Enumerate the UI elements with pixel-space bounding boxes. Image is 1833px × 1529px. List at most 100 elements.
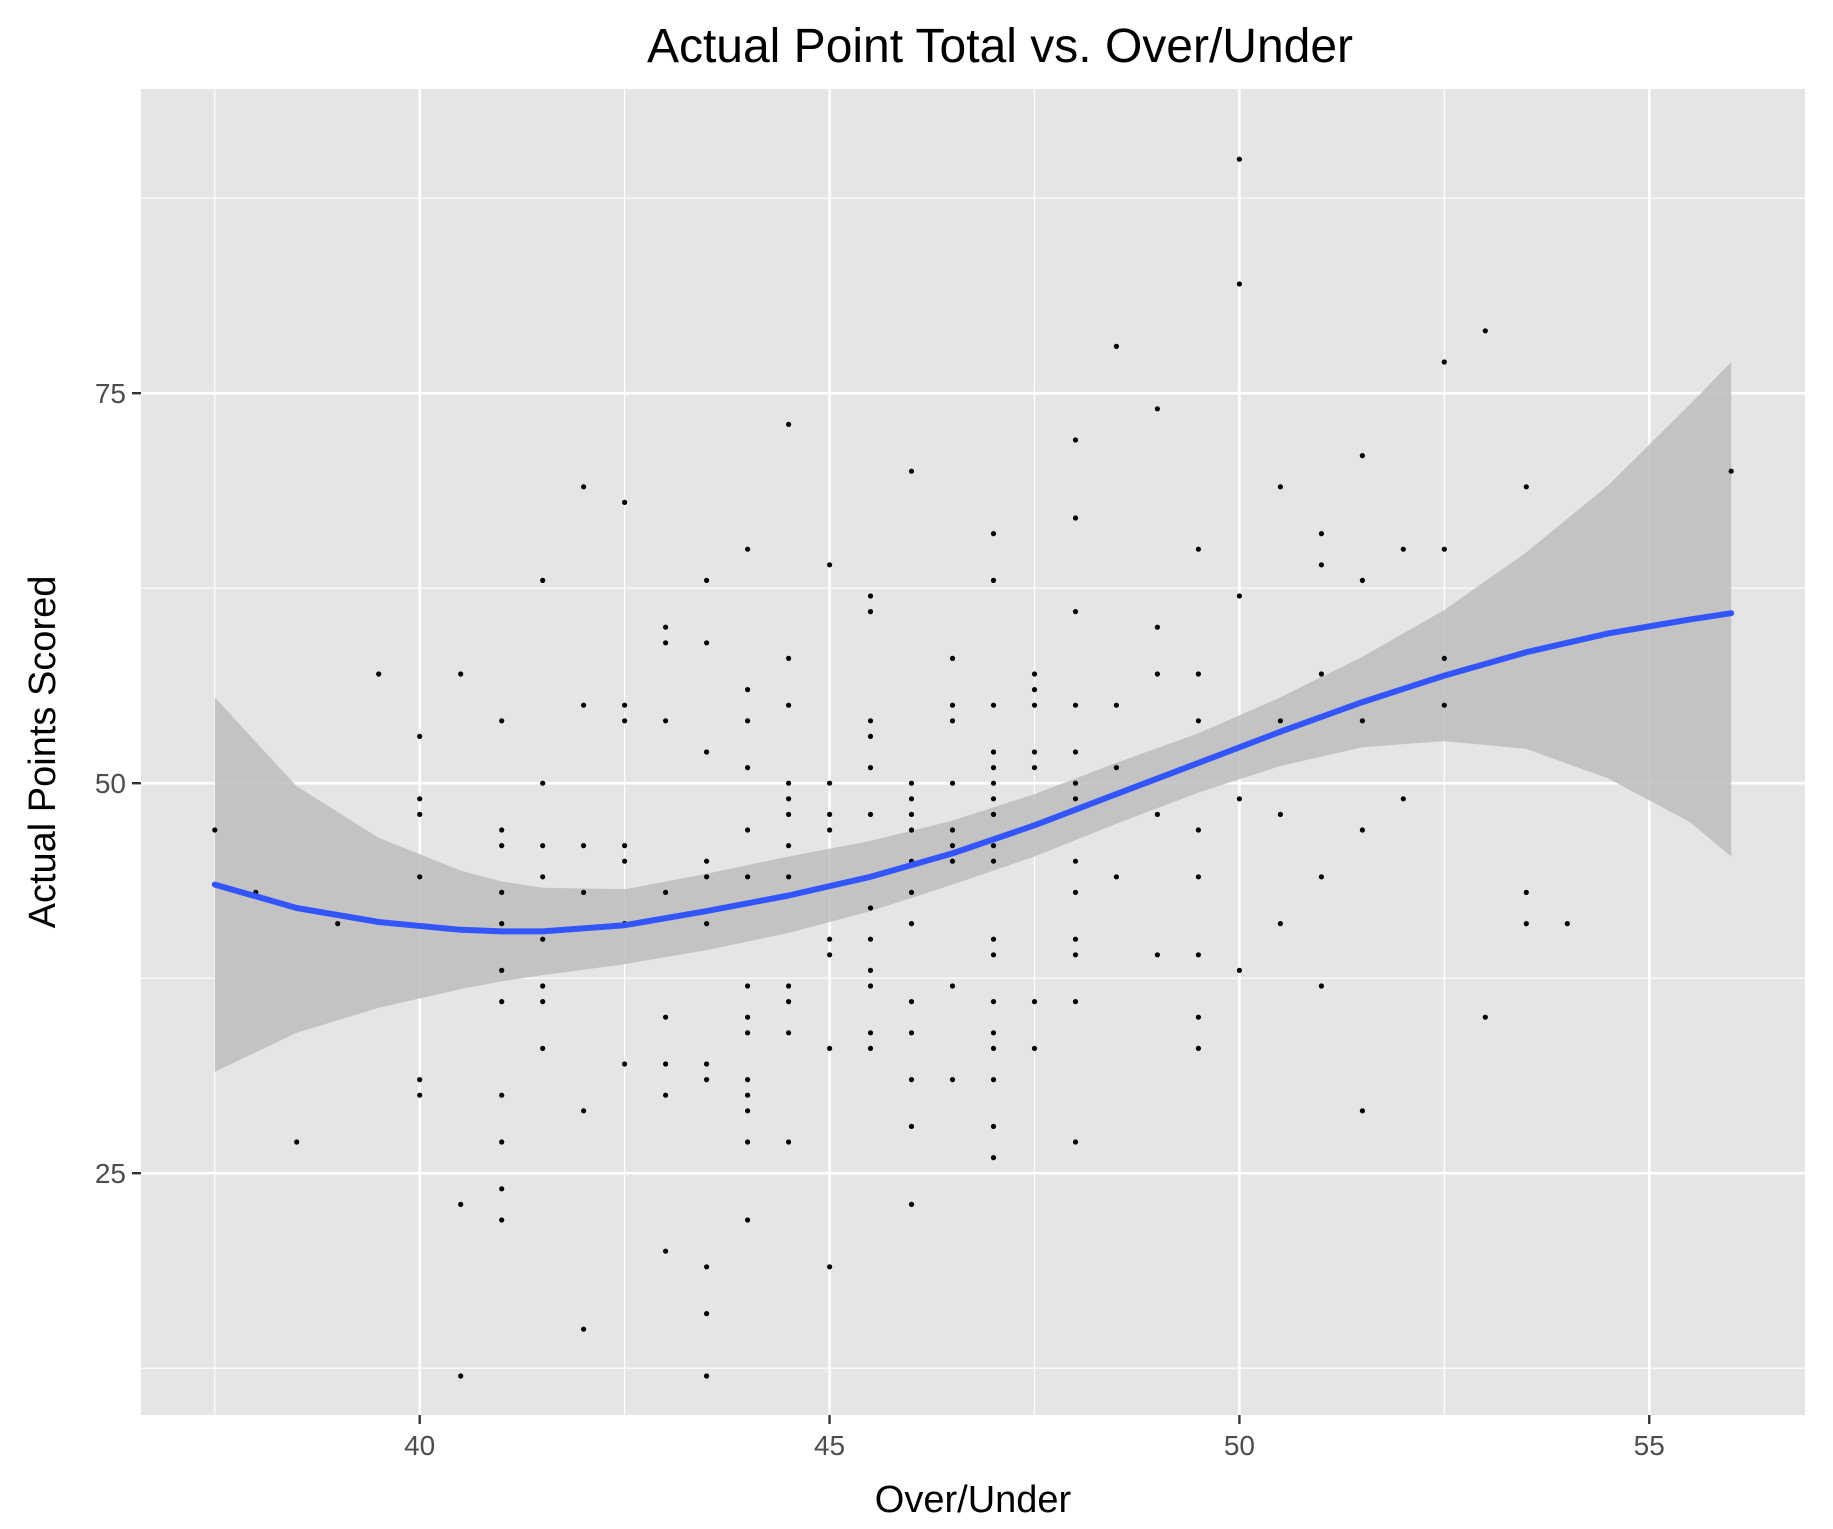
data-point [458,1201,464,1207]
data-point [745,983,751,989]
data-point [1072,780,1079,786]
data-point [867,905,874,911]
data-point [827,811,833,818]
data-point [990,531,997,537]
data-point [1072,437,1079,443]
data-point [1072,702,1079,708]
data-point [745,687,751,693]
data-point [827,1045,833,1051]
data-point [786,702,792,708]
data-point [827,1264,833,1270]
data-point [990,1030,997,1036]
data-point [908,1201,915,1207]
data-point [1113,343,1119,349]
data-point [704,640,710,646]
data-point [867,983,874,989]
x-tick-label: 55 [1634,1430,1665,1461]
data-point [745,1108,751,1114]
data-point [990,1155,997,1161]
data-point [745,765,751,771]
data-point [949,780,956,786]
data-point [499,921,505,927]
data-point [1482,1014,1488,1020]
data-point [1195,874,1201,880]
data-point [990,577,997,584]
data-point [1154,406,1160,412]
data-point [1277,921,1283,927]
data-point [1277,718,1283,724]
data-point [1072,1139,1079,1145]
data-point [704,1264,710,1270]
data-point [1195,827,1201,833]
data-point [1072,749,1079,755]
x-axis-label: Over/Under [875,1479,1072,1521]
data-point [1482,328,1488,334]
data-point [540,936,546,942]
data-point [622,718,628,724]
data-point [581,1108,587,1114]
y-tick-label: 50 [95,768,126,799]
data-point [827,827,833,833]
data-point [1359,718,1365,724]
data-point [622,1061,628,1067]
data-point [867,609,874,615]
data-point [376,671,382,677]
data-point [786,874,792,880]
data-point [499,1186,505,1192]
data-point [745,1014,751,1020]
data-point [1441,655,1447,662]
data-point [1523,889,1529,896]
data-point [1400,546,1406,552]
data-point [417,1092,423,1098]
data-point [663,889,669,896]
data-point [786,796,792,802]
data-point [1318,671,1324,677]
data-point [1236,156,1242,162]
data-point [1195,671,1201,677]
data-point [1277,811,1283,818]
data-point [1072,796,1079,802]
data-point [745,1139,751,1145]
data-point [949,983,956,989]
data-point [704,921,710,927]
data-point [458,671,464,677]
data-point [1154,811,1160,818]
data-point [1195,1045,1201,1051]
data-point [908,921,915,927]
data-point [827,936,833,942]
data-point [1236,796,1242,802]
data-point [908,1077,915,1083]
data-point [1031,702,1038,708]
data-point [540,999,546,1005]
data-point [540,1045,546,1051]
plot-panel [141,89,1805,1415]
data-point [335,921,341,927]
data-point [827,780,833,786]
data-point [417,1077,423,1083]
data-point [867,811,874,818]
data-point [581,1326,587,1332]
data-point [827,562,833,568]
data-point [704,1061,710,1067]
data-point [1441,702,1447,708]
data-point [786,1139,792,1145]
data-point [417,874,423,880]
data-point [867,936,874,942]
data-point [1318,562,1324,568]
data-point [1072,999,1079,1005]
data-point [990,843,997,849]
data-point [827,952,833,958]
data-point [1236,593,1242,599]
chart-title: Actual Point Total vs. Over/Under [647,20,1353,73]
data-point [745,1092,751,1098]
data-point [704,874,710,880]
data-point [499,718,505,724]
data-point [908,468,915,474]
data-point [540,874,546,880]
data-point [1072,936,1079,942]
data-point [704,858,710,864]
data-point [1154,952,1160,958]
data-point [458,1373,464,1379]
data-point [867,718,874,724]
data-point [990,1123,997,1129]
